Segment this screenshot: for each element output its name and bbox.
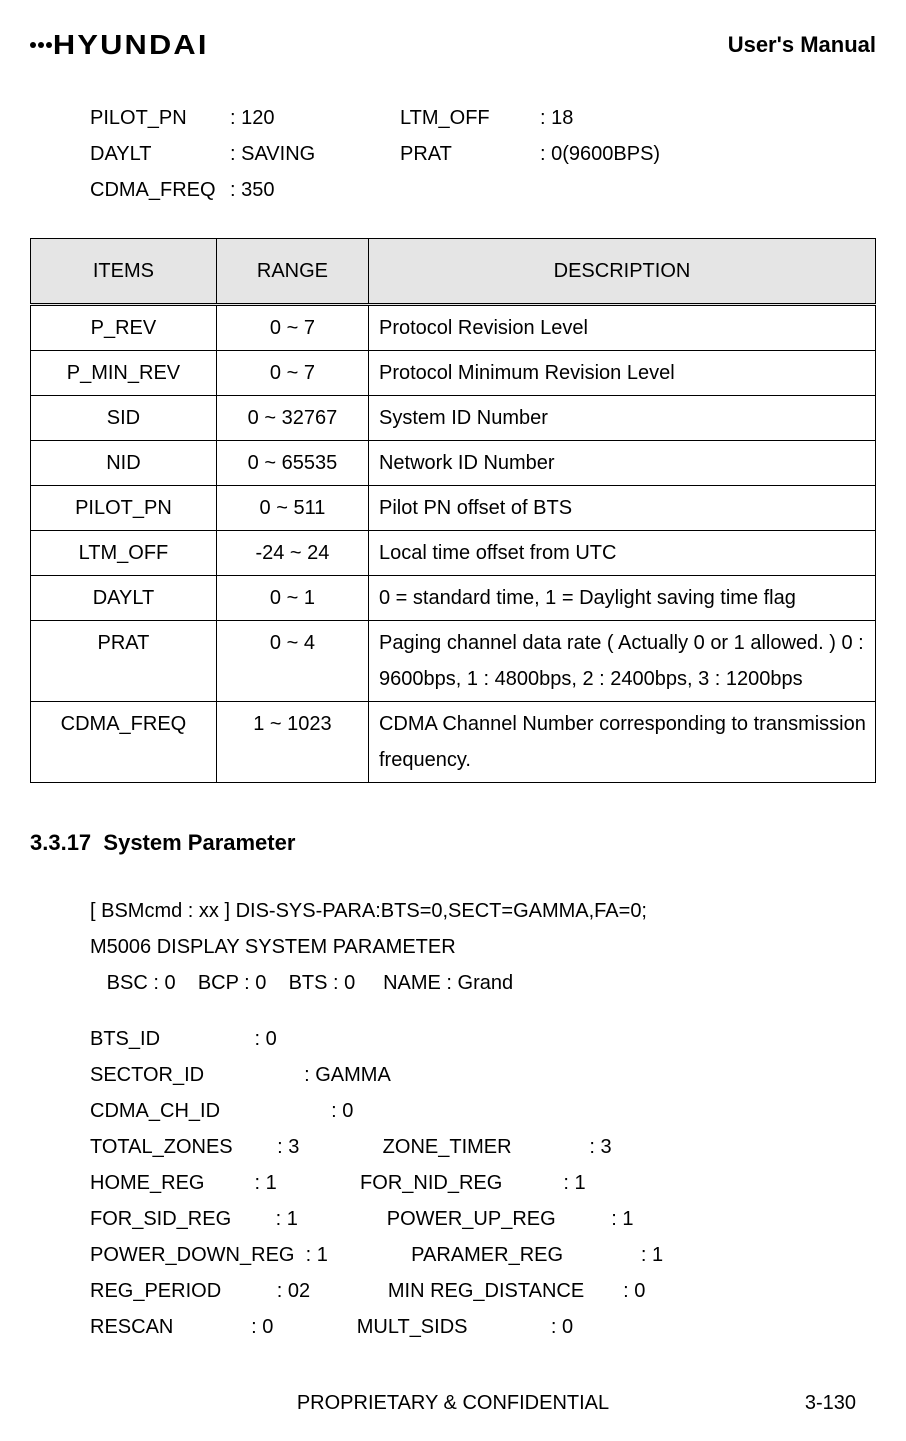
cmd-line-3: BSC : 0 BCP : 0 BTS : 0 NAME : Grand [90, 965, 876, 1001]
param-cell: LTM_OFF: 18 [400, 100, 710, 136]
sys-param-line: FOR_SID_REG : 1 POWER_UP_REG : 1 [90, 1201, 876, 1237]
page-footer: PROPRIETARY & CONFIDENTIAL 3-130 [30, 1385, 876, 1421]
table-cell: 1 ~ 1023 [216, 702, 368, 783]
sys-param-line: REG_PERIOD : 02 MIN REG_DISTANCE : 0 [90, 1273, 876, 1309]
table-cell: CDMA Channel Number corresponding to tra… [368, 702, 875, 783]
table-row: NID0 ~ 65535Network ID Number [31, 441, 876, 486]
table-cell: 0 ~ 32767 [216, 396, 368, 441]
table-cell: Network ID Number [368, 441, 875, 486]
param-label: PRAT [400, 136, 540, 172]
param-cell: PILOT_PN: 120 [90, 100, 400, 136]
brand-logo: HYUNDAI [30, 20, 202, 70]
table-cell: 0 ~ 7 [216, 305, 368, 351]
param-cell: DAYLT: SAVING [90, 136, 400, 172]
sys-param-line: CDMA_CH_ID : 0 [90, 1093, 876, 1129]
table-row: LTM_OFF-24 ~ 24Local time offset from UT… [31, 531, 876, 576]
table-cell: System ID Number [368, 396, 875, 441]
parameter-definition-table: ITEMSRANGEDESCRIPTION P_REV0 ~ 7Protocol… [30, 238, 876, 783]
table-cell: Protocol Minimum Revision Level [368, 351, 875, 396]
table-cell: P_REV [31, 305, 217, 351]
param-label: LTM_OFF [400, 100, 540, 136]
page-header: HYUNDAI User's Manual [30, 20, 876, 70]
footer-page-number: 3-130 [776, 1385, 856, 1421]
sys-param-line: POWER_DOWN_REG : 1 PARAMER_REG : 1 [90, 1237, 876, 1273]
sys-param-line: RESCAN : 0 MULT_SIDS : 0 [90, 1309, 876, 1345]
manual-title: User's Manual [728, 25, 876, 65]
table-cell: PILOT_PN [31, 486, 217, 531]
table-row: SID0 ~ 32767System ID Number [31, 396, 876, 441]
table-row: P_MIN_REV0 ~ 7Protocol Minimum Revision … [31, 351, 876, 396]
param-row: PILOT_PN: 120LTM_OFF: 18 [90, 100, 876, 136]
table-row: PRAT0 ~ 4Paging channel data rate ( Actu… [31, 621, 876, 702]
table-cell: SID [31, 396, 217, 441]
table-cell: Protocol Revision Level [368, 305, 875, 351]
param-row: CDMA_FREQ: 350 [90, 172, 876, 208]
table-cell: 0 ~ 1 [216, 576, 368, 621]
footer-center: PROPRIETARY & CONFIDENTIAL [130, 1385, 776, 1421]
section-heading: 3.3.17 System Parameter [30, 823, 876, 863]
command-block: [ BSMcmd : xx ] DIS-SYS-PARA:BTS=0,SECT=… [30, 893, 876, 1001]
table-cell: 0 = standard time, 1 = Daylight saving t… [368, 576, 875, 621]
table-row: PILOT_PN0 ~ 511Pilot PN offset of BTS [31, 486, 876, 531]
table-cell: Paging channel data rate ( Actually 0 or… [368, 621, 875, 702]
table-cell: 0 ~ 7 [216, 351, 368, 396]
section-title: System Parameter [103, 830, 295, 855]
table-header-cell: RANGE [216, 239, 368, 305]
param-label: DAYLT [90, 136, 230, 172]
table-row: P_REV0 ~ 7Protocol Revision Level [31, 305, 876, 351]
param-cell: CDMA_FREQ: 350 [90, 172, 400, 208]
table-cell: CDMA_FREQ [31, 702, 217, 783]
param-value: : SAVING [230, 136, 400, 172]
table-cell: P_MIN_REV [31, 351, 217, 396]
sys-param-line: SECTOR_ID : GAMMA [90, 1057, 876, 1093]
table-cell: -24 ~ 24 [216, 531, 368, 576]
table-cell: 0 ~ 4 [216, 621, 368, 702]
table-row: CDMA_FREQ1 ~ 1023CDMA Channel Number cor… [31, 702, 876, 783]
sys-param-line: BTS_ID : 0 [90, 1021, 876, 1057]
cmd-line-2: M5006 DISPLAY SYSTEM PARAMETER [90, 929, 876, 965]
sys-param-line: TOTAL_ZONES : 3 ZONE_TIMER : 3 [90, 1129, 876, 1165]
param-value: : 0(9600BPS) [540, 136, 710, 172]
brand-text: HYUNDAI [53, 20, 209, 70]
table-cell: DAYLT [31, 576, 217, 621]
param-label: CDMA_FREQ [90, 172, 230, 208]
table-cell: 0 ~ 65535 [216, 441, 368, 486]
param-value: : 18 [540, 100, 710, 136]
param-value: : 350 [230, 172, 400, 208]
table-cell: Pilot PN offset of BTS [368, 486, 875, 531]
table-cell: PRAT [31, 621, 217, 702]
table-row: DAYLT0 ~ 10 = standard time, 1 = Dayligh… [31, 576, 876, 621]
table-cell: LTM_OFF [31, 531, 217, 576]
param-label: PILOT_PN [90, 100, 230, 136]
table-cell: NID [31, 441, 217, 486]
sys-param-line: HOME_REG : 1 FOR_NID_REG : 1 [90, 1165, 876, 1201]
system-parameters-block: BTS_ID : 0SECTOR_ID : GAMMACDMA_CH_ID : … [30, 1021, 876, 1345]
cmd-line-1: [ BSMcmd : xx ] DIS-SYS-PARA:BTS=0,SECT=… [90, 893, 876, 929]
param-value: : 120 [230, 100, 400, 136]
table-header-cell: ITEMS [31, 239, 217, 305]
logo-dots-icon [30, 42, 52, 48]
table-header-cell: DESCRIPTION [368, 239, 875, 305]
table-cell: Local time offset from UTC [368, 531, 875, 576]
section-number: 3.3.17 [30, 830, 91, 855]
top-parameter-block: PILOT_PN: 120LTM_OFF: 18DAYLT: SAVINGPRA… [30, 100, 876, 208]
table-cell: 0 ~ 511 [216, 486, 368, 531]
param-cell: PRAT: 0(9600BPS) [400, 136, 710, 172]
param-row: DAYLT: SAVINGPRAT: 0(9600BPS) [90, 136, 876, 172]
